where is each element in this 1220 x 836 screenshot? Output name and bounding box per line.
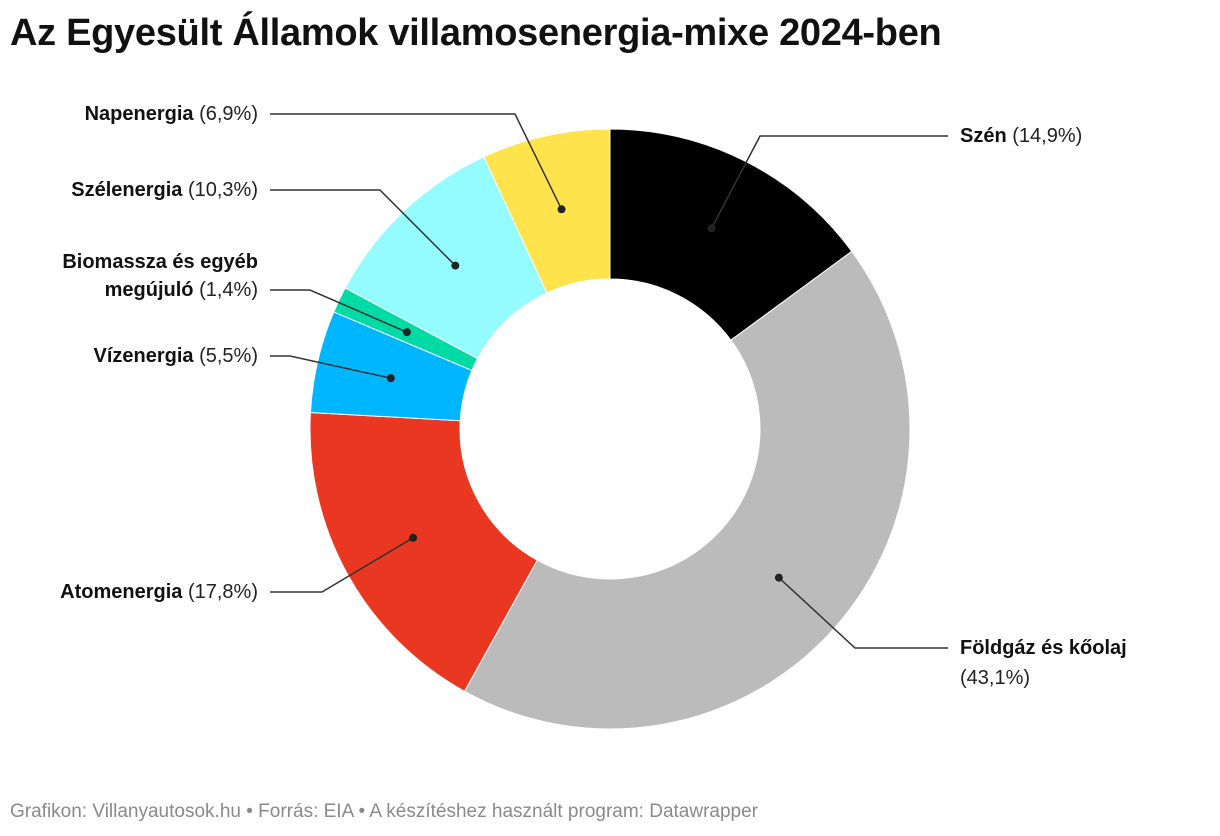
leader-dot-atomenergia [409,533,418,542]
slices-group [309,128,911,730]
leader-dot-vizenergia [386,374,395,383]
leader-dot-szen [707,224,716,233]
label-value: (43,1%) [960,667,1030,689]
label-name: Szélenergia [71,179,183,201]
label-name: Vízenergia [93,345,194,367]
leader-line-szelenergia [270,189,456,267]
label-napenergia: Napenergia (6,9%) [85,103,258,125]
leader-line-biomassza-es-egyeb-megujulo [270,289,408,333]
slice-atomenergia [309,411,538,693]
chart-title: Az Egyesült Államok villamosenergia-mixe… [10,12,942,54]
slice-napenergia [483,128,611,294]
chart-footer: Grafikon: Villanyautosok.hu • Forrás: EI… [10,801,758,823]
label-foldgaz-es-koolaj: Földgáz és kőolaj (43,1%) [960,637,1127,689]
leader-lines-group [270,113,948,649]
label-name: Szén [960,125,1007,147]
label-value: (6,9%) [194,103,258,125]
leader-line-szen [710,135,948,229]
label-value: (14,9%) [1007,125,1083,147]
leader-line-napenergia [270,113,563,210]
label-biomassza-es-egyeb-megujulo: Biomassza és egyéb megújuló (1,4%) [62,251,258,301]
label-name-line-1: Biomassza és egyéb [62,251,258,273]
label-value: (17,8%) [182,581,258,603]
footer-source: Forrás: EIA [258,801,354,822]
leader-dot-foldgaz-es-koolaj [774,573,783,582]
slice-szen [609,128,853,341]
slice-foldgaz-es-koolaj [463,250,911,730]
label-value: (10,3%) [182,179,258,201]
label-name: Atomenergia [60,581,183,603]
labels-group: Szén (14,9%) Földgáz és kőolaj (43,1%) Atom… [60,103,1127,689]
label-name-line-2: megújuló [105,279,194,301]
label-szelenergia: Szélenergia (10,3%) [71,179,258,201]
label-value: (1,4%) [194,279,258,301]
label-atomenergia: Atomenergia (17,8%) [60,581,258,603]
footer-program: A készítéshez használt program: Datawrap… [369,801,759,822]
label-vizenergia: Vízenergia (5,5%) [93,345,258,367]
leader-dot-biomassza-es-egyeb-megujulo [402,328,411,337]
leader-dot-szelenergia [451,261,460,270]
leader-line-atomenergia [270,537,414,593]
leader-dot-napenergia [557,205,566,214]
label-value: (5,5%) [194,345,258,367]
footer-sep-2: • [358,801,366,822]
footer-sep-1: • [246,801,253,822]
leader-line-foldgaz-es-koolaj [778,577,948,649]
label-szen: Szén (14,9%) [960,125,1082,147]
label-name: Földgáz és kőolaj [960,637,1127,659]
label-name: Napenergia [85,103,195,125]
leader-line-vizenergia [270,355,391,379]
footer-credit: Grafikon: Villanyautosok.hu [10,801,241,822]
